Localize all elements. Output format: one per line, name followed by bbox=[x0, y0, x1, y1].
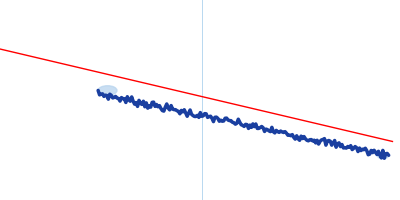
Ellipse shape bbox=[377, 152, 389, 159]
Ellipse shape bbox=[98, 86, 117, 95]
